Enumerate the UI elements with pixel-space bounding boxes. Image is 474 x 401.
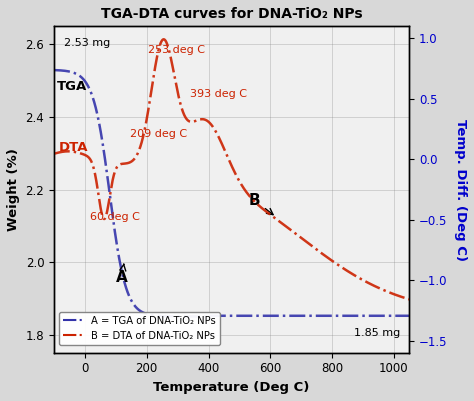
Text: 393 deg C: 393 deg C xyxy=(190,89,247,99)
Text: DTA: DTA xyxy=(59,142,88,154)
Text: 253 deg C: 253 deg C xyxy=(148,45,205,55)
Y-axis label: Temp. Diff. (Deg C): Temp. Diff. (Deg C) xyxy=(454,119,467,261)
Text: A: A xyxy=(116,264,128,285)
Text: 2.53 mg: 2.53 mg xyxy=(64,38,110,48)
Text: TGA: TGA xyxy=(57,80,87,93)
Text: 209 deg C: 209 deg C xyxy=(130,129,187,139)
Text: 60 deg C: 60 deg C xyxy=(91,213,140,223)
Text: B: B xyxy=(249,192,273,215)
Text: 1.85 mg: 1.85 mg xyxy=(354,328,400,338)
X-axis label: Temperature (Deg C): Temperature (Deg C) xyxy=(154,381,310,394)
Y-axis label: Weight (%): Weight (%) xyxy=(7,148,20,231)
Legend: A = TGA of DNA-TiO₂ NPs, B = DTA of DNA-TiO₂ NPs: A = TGA of DNA-TiO₂ NPs, B = DTA of DNA-… xyxy=(59,312,220,344)
Title: TGA-DTA curves for DNA-TiO₂ NPs: TGA-DTA curves for DNA-TiO₂ NPs xyxy=(101,7,363,21)
